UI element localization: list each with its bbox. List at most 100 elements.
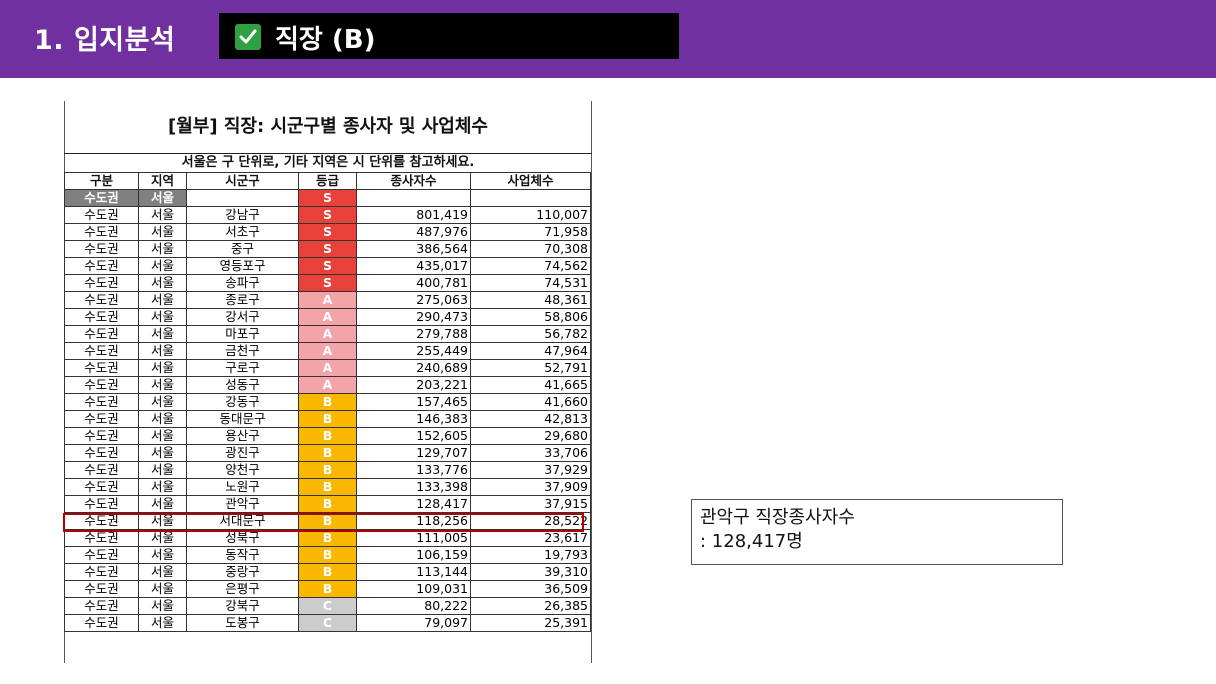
cell-district: 노원구 xyxy=(186,478,299,496)
cell-district: 용산구 xyxy=(186,427,299,445)
cell-workers: 255,449 xyxy=(356,342,471,360)
cell-district: 성동구 xyxy=(186,376,299,394)
region-grade: S xyxy=(298,189,357,207)
cell-district: 강북구 xyxy=(186,597,299,615)
cell-division: 수도권 xyxy=(64,546,139,564)
cell-businesses: 25,391 xyxy=(470,614,591,632)
cell-district: 강남구 xyxy=(186,206,299,224)
cell-division: 수도권 xyxy=(64,206,139,224)
cell-division: 수도권 xyxy=(64,223,139,241)
check-icon xyxy=(235,24,261,50)
table-row: 수도권 서울 은평구 B 109,031 36,509 xyxy=(64,580,591,598)
cell-district: 관악구 xyxy=(186,495,299,513)
cell-area: 서울 xyxy=(138,240,187,258)
cell-district: 동작구 xyxy=(186,546,299,564)
table-row: 수도권 서울 성동구 A 203,221 41,665 xyxy=(64,376,591,394)
cell-area: 서울 xyxy=(138,223,187,241)
section-tag: 직장 (B) xyxy=(219,13,679,59)
cell-district: 서대문구 xyxy=(186,512,299,530)
callout-line2: : 128,417명 xyxy=(700,531,803,552)
cell-workers: 275,063 xyxy=(356,291,471,309)
table-row: 수도권 서울 종로구 A 275,063 48,361 xyxy=(64,291,591,309)
cell-grade: S xyxy=(298,206,357,224)
cell-district: 도봉구 xyxy=(186,614,299,632)
cell-businesses: 37,929 xyxy=(470,461,591,479)
cell-grade: A xyxy=(298,359,357,377)
cell-area: 서울 xyxy=(138,512,187,530)
cell-grade: B xyxy=(298,495,357,513)
cell-workers: 113,144 xyxy=(356,563,471,581)
table-row: 수도권 서울 송파구 S 400,781 74,531 xyxy=(64,274,591,292)
cell-division: 수도권 xyxy=(64,478,139,496)
cell-district: 송파구 xyxy=(186,274,299,292)
cell-district: 양천구 xyxy=(186,461,299,479)
cell-area: 서울 xyxy=(138,614,187,632)
cell-district: 성북구 xyxy=(186,529,299,547)
cell-businesses: 48,361 xyxy=(470,291,591,309)
cell-area: 서울 xyxy=(138,529,187,547)
cell-businesses: 29,680 xyxy=(470,427,591,445)
table-row: 수도권 서울 강동구 B 157,465 41,660 xyxy=(64,393,591,411)
table-row: 수도권 서울 노원구 B 133,398 37,909 xyxy=(64,478,591,496)
cell-area: 서울 xyxy=(138,444,187,462)
cell-businesses: 37,915 xyxy=(470,495,591,513)
column-header: 등급 xyxy=(298,172,357,190)
cell-workers: 801,419 xyxy=(356,206,471,224)
table-row: 수도권 서울 도봉구 C 79,097 25,391 xyxy=(64,614,591,632)
cell-district: 은평구 xyxy=(186,580,299,598)
table-row: 수도권 서울 강서구 A 290,473 58,806 xyxy=(64,308,591,326)
cell-division: 수도권 xyxy=(64,444,139,462)
region-row: 수도권 서울 S xyxy=(64,189,591,207)
cell-division: 수도권 xyxy=(64,563,139,581)
cell-grade: B xyxy=(298,427,357,445)
cell-division: 수도권 xyxy=(64,410,139,428)
header-bar: 1. 입지분석 직장 (B) xyxy=(0,0,1216,78)
cell-workers: 152,605 xyxy=(356,427,471,445)
cell-businesses: 58,806 xyxy=(470,308,591,326)
table-row: 수도권 서울 마포구 A 279,788 56,782 xyxy=(64,325,591,343)
district-table: 구분 지역 시군구 등급 종사자수 사업체수 수도권 서울 S 수도권 서울 강남구… xyxy=(64,172,591,632)
table-row: 수도권 서울 광진구 B 129,707 33,706 xyxy=(64,444,591,462)
cell-businesses: 28,522 xyxy=(470,512,591,530)
cell-workers: 203,221 xyxy=(356,376,471,394)
cell-district: 강서구 xyxy=(186,308,299,326)
cell-grade: B xyxy=(298,529,357,547)
cell-grade: A xyxy=(298,308,357,326)
cell-grade: S xyxy=(298,240,357,258)
table-row: 수도권 서울 영등포구 S 435,017 74,562 xyxy=(64,257,591,275)
cell-district: 종로구 xyxy=(186,291,299,309)
cell-area: 서울 xyxy=(138,461,187,479)
table-row: 수도권 서울 강남구 S 801,419 110,007 xyxy=(64,206,591,224)
cell-division: 수도권 xyxy=(64,240,139,258)
cell-grade: S xyxy=(298,274,357,292)
cell-division: 수도권 xyxy=(64,257,139,275)
table-row: 수도권 서울 중구 S 386,564 70,308 xyxy=(64,240,591,258)
cell-area: 서울 xyxy=(138,393,187,411)
cell-grade: B xyxy=(298,478,357,496)
cell-area: 서울 xyxy=(138,206,187,224)
region-district xyxy=(186,189,299,207)
cell-grade: A xyxy=(298,325,357,343)
cell-workers: 487,976 xyxy=(356,223,471,241)
cell-district: 마포구 xyxy=(186,325,299,343)
cell-division: 수도권 xyxy=(64,427,139,445)
table-row: 수도권 서울 금천구 A 255,449 47,964 xyxy=(64,342,591,360)
cell-area: 서울 xyxy=(138,546,187,564)
cell-area: 서울 xyxy=(138,563,187,581)
cell-division: 수도권 xyxy=(64,512,139,530)
cell-area: 서울 xyxy=(138,376,187,394)
cell-workers: 80,222 xyxy=(356,597,471,615)
cell-district: 강동구 xyxy=(186,393,299,411)
cell-workers: 128,417 xyxy=(356,495,471,513)
cell-area: 서울 xyxy=(138,274,187,292)
cell-businesses: 56,782 xyxy=(470,325,591,343)
table-row: 수도권 서울 강북구 C 80,222 26,385 xyxy=(64,597,591,615)
cell-grade: C xyxy=(298,614,357,632)
cell-division: 수도권 xyxy=(64,393,139,411)
cell-workers: 146,383 xyxy=(356,410,471,428)
cell-area: 서울 xyxy=(138,580,187,598)
table-row: 수도권 서울 관악구 B 128,417 37,915 xyxy=(64,495,591,513)
column-header: 지역 xyxy=(138,172,187,190)
cell-area: 서울 xyxy=(138,427,187,445)
cell-district: 영등포구 xyxy=(186,257,299,275)
